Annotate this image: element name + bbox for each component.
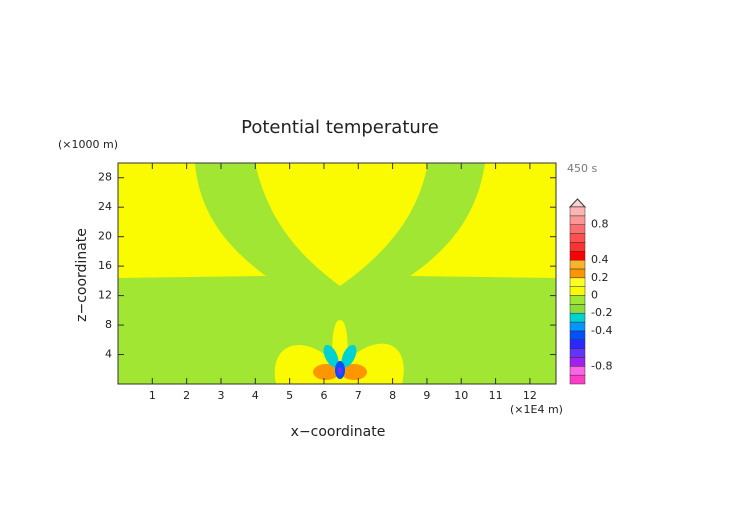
x-tick-label: 6 [320, 389, 327, 402]
y-axis-label: z−coordinate [74, 228, 90, 322]
colorbar-label: 0.8 [591, 218, 609, 231]
region [323, 344, 339, 368]
colorbar-box [569, 259, 586, 270]
y-tick-label: 4 [105, 348, 112, 361]
colorbar-box [569, 224, 586, 234]
x-tick-label: 5 [286, 389, 293, 402]
colorbar-box [569, 206, 586, 217]
colorbar-box [569, 312, 586, 323]
colorbar-box [569, 366, 586, 376]
colorbar-label: 0.4 [591, 253, 609, 266]
region [337, 367, 343, 375]
x-tick-label: 8 [389, 389, 396, 402]
x-unit: (×1E4 m) [510, 403, 563, 416]
y-tick-label: 20 [98, 230, 112, 243]
region [341, 364, 367, 380]
colorbar-box [569, 233, 586, 243]
colorbar-label: 0 [591, 289, 598, 302]
x-tick-label: 1 [149, 389, 156, 402]
region [255, 163, 428, 286]
time-label: 450 s [567, 162, 597, 175]
colorbar-label: -0.8 [591, 359, 612, 372]
y-tick-label: 8 [105, 318, 112, 331]
y-tick-label: 24 [98, 200, 112, 213]
region [274, 320, 404, 384]
colorbar-box [569, 251, 586, 261]
colorbar-box [569, 374, 586, 385]
x-tick-label: 7 [355, 389, 362, 402]
colorbar-label: -0.4 [591, 324, 612, 337]
x-tick-label: 10 [454, 389, 468, 402]
colorbar-box [569, 321, 586, 332]
y-tick-label: 16 [98, 259, 112, 272]
colorbar-box [569, 242, 586, 252]
x-tick-label: 9 [423, 389, 430, 402]
colorbar-label: 0.2 [591, 271, 609, 284]
chart-title: Potential temperature [241, 117, 439, 138]
colorbar-box [569, 357, 586, 367]
colorbar-box [569, 268, 586, 279]
x-tick-label: 11 [489, 389, 503, 402]
y-tick-label: 12 [98, 289, 112, 302]
x-tick-label: 2 [183, 389, 190, 402]
y-unit: (×1000 m) [58, 138, 118, 151]
plot-frame [117, 162, 557, 385]
colorbar-label: -0.2 [591, 306, 612, 319]
region [313, 364, 339, 380]
x-tick-label: 4 [252, 389, 259, 402]
colorbar-box [569, 330, 586, 340]
colorbar-box [569, 277, 586, 287]
colorbar-box [569, 286, 586, 296]
x-axis-label: x−coordinate [291, 424, 386, 440]
y-tick-label: 28 [98, 171, 112, 184]
x-tick-label: 3 [217, 389, 224, 402]
colorbar-box [569, 339, 586, 349]
colorbar-extend [568, 198, 587, 208]
contour-field [118, 163, 556, 384]
colorbar-box [569, 348, 586, 358]
colorbar-box [569, 304, 586, 314]
colorbar-box [569, 215, 586, 225]
colorbar-box [569, 295, 586, 305]
region [118, 163, 266, 278]
region [410, 163, 556, 278]
x-tick-label: 12 [523, 389, 537, 402]
region [341, 344, 357, 368]
